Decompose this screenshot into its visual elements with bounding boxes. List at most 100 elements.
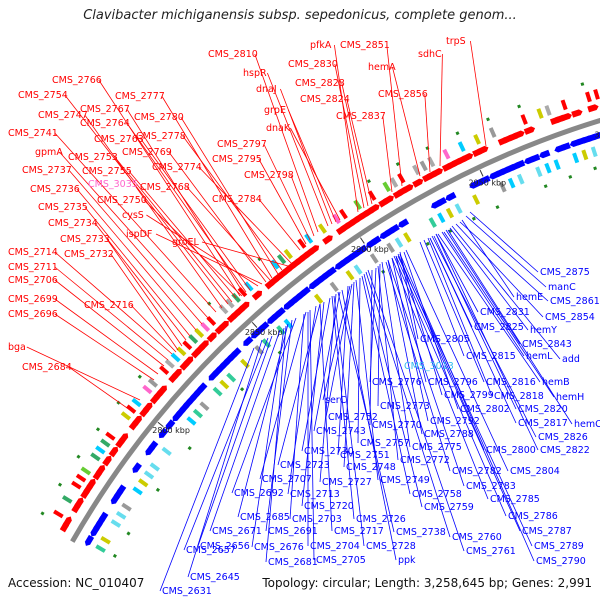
- gene-label: CMS_2789: [534, 541, 584, 552]
- gene-label: CMS_2699: [8, 294, 58, 305]
- gene-label: CMS_2749: [380, 475, 430, 486]
- gene-label: CMS_2755: [82, 166, 132, 177]
- map-title: Clavibacter michiganensis subsp. sepedon…: [83, 8, 517, 23]
- gene-label: gpmA: [35, 147, 63, 158]
- gene-label: hspR: [243, 68, 267, 79]
- gene-label: CMS_2802: [460, 404, 510, 415]
- feature-rings: [40, 82, 600, 558]
- gene-label: CMS_2706: [8, 275, 58, 286]
- gene-label: CMS_2785: [490, 494, 540, 505]
- gene-label: CMS_2810: [208, 49, 258, 60]
- gene-label: CMS_2766: [52, 75, 102, 86]
- gene-label: CMS_2774: [152, 162, 202, 173]
- tick-label: 2950 kbp: [468, 178, 506, 187]
- gene-label: CMS_2711: [8, 262, 58, 273]
- gene-label: grpE: [264, 105, 286, 116]
- gene-label: CMS_2713: [290, 489, 340, 500]
- gene-label: CMS_2703: [292, 514, 342, 525]
- gene-label: ppk: [398, 555, 416, 566]
- gene-label: CMS_2726: [356, 514, 406, 525]
- gene-label: CMS_2704: [310, 541, 360, 552]
- gene-label: CMS_2735: [38, 202, 88, 213]
- gene-label: CMS_2723: [280, 460, 330, 471]
- gene-label: CMS_2820: [518, 404, 568, 415]
- gene-label: bga: [8, 342, 26, 353]
- gene-label: CMS_2798: [244, 170, 294, 181]
- gene-label: CMS_2750: [97, 195, 147, 206]
- gene-label: CMS_2826: [538, 432, 588, 443]
- gene-label: CMS_2805: [420, 334, 470, 345]
- gene-label: CMS_2716: [84, 300, 134, 311]
- gene-label: hemL: [526, 351, 553, 362]
- gene-label: CMS_2790: [536, 556, 586, 567]
- gene-label: trpS: [446, 36, 466, 47]
- gene-label: CMS_2645: [190, 572, 240, 583]
- tick-label: 3000 kbp: [594, 130, 600, 139]
- gene-label: groEL: [172, 237, 200, 248]
- gene-label: CMS_2778: [136, 131, 186, 142]
- gene-label: CMS_2741: [8, 128, 58, 139]
- gene-label: CMS_2818: [494, 391, 544, 402]
- gene-label: CMS_2769: [122, 147, 172, 158]
- backbone-ring: [70, 117, 600, 543]
- gene-label: CMS_2761: [466, 546, 516, 557]
- gene-label: CMS_2797: [217, 139, 267, 150]
- gene-label: CMS_2727: [322, 477, 372, 488]
- gene-label: CMS_2707: [262, 474, 312, 485]
- gene-label: CMS_2671: [212, 526, 262, 537]
- gene-label: CMS_2656: [200, 541, 250, 552]
- gene-label: CMS_3035: [88, 179, 138, 190]
- gene-label: hemC: [574, 419, 600, 430]
- gene-label: cysS: [122, 210, 144, 221]
- gene-label: CMS_2824: [300, 94, 350, 105]
- gene-label: CMS_2792: [430, 416, 480, 427]
- gene-label: CMS_2843: [522, 339, 572, 350]
- gene-label: CMS_2856: [378, 89, 428, 100]
- tick-marks: 2800 kbp 2850 kbp 2900 kbp 2950 kbp 3000 kbp: [152, 130, 600, 435]
- gene-label: hemY: [530, 325, 557, 336]
- gene-label: CMS_2691: [268, 526, 318, 537]
- gene-label: CMS_2768: [140, 182, 190, 193]
- gene-label: CMS_2692: [234, 488, 284, 499]
- gene-label: CMS_2747: [38, 110, 88, 121]
- topology-text: Topology: circular; Length: 3,258,645 bp…: [262, 576, 592, 590]
- gene-label: CMS_2799: [444, 390, 494, 401]
- gene-label: CMS_2738: [396, 527, 446, 538]
- gene-label: CMS_2775: [412, 442, 462, 453]
- gene-label: CMS_2732: [64, 249, 114, 260]
- gene-label: CMS_2795: [212, 154, 262, 165]
- gene-label: serC: [325, 395, 347, 406]
- gene-label: add: [562, 354, 580, 365]
- gene-label: CMS_2748: [346, 462, 396, 473]
- gene-label: CMS_2763: [94, 134, 144, 145]
- gene-label: CMS_2815: [466, 351, 516, 362]
- gene-label: CMS_2736: [30, 184, 80, 195]
- accession-text: Accession: NC_010407: [8, 576, 145, 590]
- gene-label: CMS_2788: [424, 429, 474, 440]
- gene-label: CMS_2717: [334, 526, 384, 537]
- gene-label: CMS_2657: [186, 545, 236, 556]
- tick-label: 2850 kbp: [245, 328, 283, 337]
- gene-label: CMS_2851: [340, 40, 390, 51]
- gene-label: hemA: [368, 62, 396, 73]
- gene-label: CMS_3013: [404, 361, 454, 372]
- leader-lines: [26, 40, 573, 592]
- gene-label: CMS_2796: [428, 377, 478, 388]
- gene-label: CMS_2737: [22, 165, 72, 176]
- gene-label: CMS_2676: [254, 542, 304, 553]
- gene-label: CMS_2757: [360, 438, 410, 449]
- gene-label: ispDF: [126, 229, 152, 240]
- gene-label: CMS_2730: [304, 446, 354, 457]
- gene-label: CMS_2828: [295, 78, 345, 89]
- gene-label: CMS_2776: [372, 377, 422, 388]
- gene-label: CMS_2782: [452, 466, 502, 477]
- gene-label: CMS_2784: [212, 194, 262, 205]
- gene-label: dnaJ: [256, 84, 277, 95]
- gene-label: CMS_2696: [8, 309, 58, 320]
- gene-label: CMS_2830: [288, 59, 338, 70]
- gene-label: CMS_2728: [366, 541, 416, 552]
- gene-label: CMS_2854: [545, 312, 595, 323]
- gene-label: CMS_2817: [518, 418, 568, 429]
- gene-label: CMS_2786: [508, 511, 558, 522]
